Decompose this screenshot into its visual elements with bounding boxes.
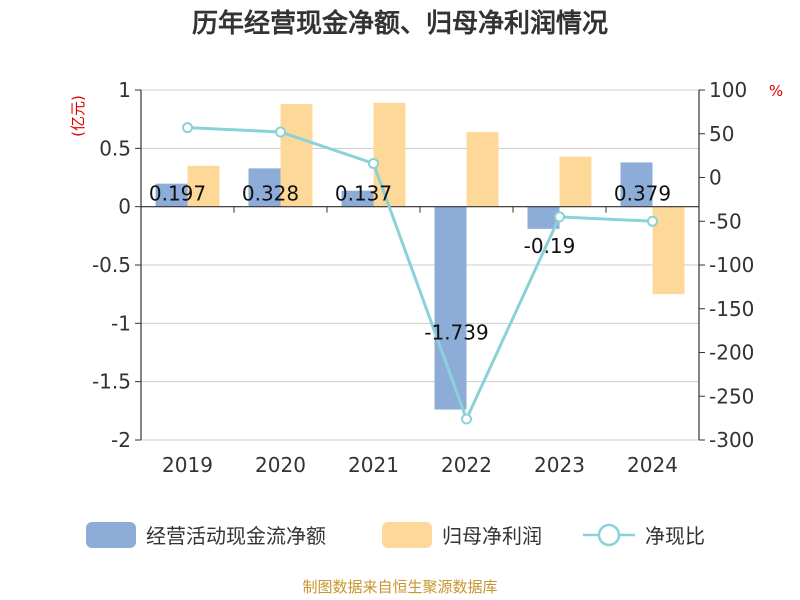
x-axis: 2019 2020 2021 2022 2023 2024 [162, 453, 678, 477]
legend-swatch-cashflow [86, 522, 136, 548]
data-label-2020: 0.328 [242, 182, 299, 206]
bar-profit-2020 [280, 104, 313, 207]
bar-profit-2023 [559, 156, 592, 207]
x-tick-label-2020: 2020 [255, 453, 306, 477]
ratio-polyline [187, 126, 653, 423]
data-label-2023: -0.19 [524, 234, 576, 258]
bar-profit-2019 [187, 165, 220, 207]
bar-cashflow-2021 [341, 190, 374, 207]
data-label-2022: -1.739 [424, 321, 488, 345]
data-label-2019: 0.197 [149, 182, 206, 206]
right-tick-label: -50 [709, 209, 742, 233]
legend-marker-ratio [597, 523, 621, 547]
legend-swatch-profit [382, 522, 432, 548]
left-axis-unit: (亿元) [69, 95, 87, 137]
x-tick-label-2022: 2022 [441, 453, 492, 477]
left-tick-label: -2 [111, 428, 131, 452]
right-tick-label: 50 [709, 122, 734, 146]
legend-label-ratio: 净现比 [645, 524, 705, 548]
legend-label-profit: 归母净利润 [442, 524, 542, 548]
left-tick-label: 0.5 [99, 136, 131, 160]
x-tick-label-2024: 2024 [627, 453, 678, 477]
right-tick-label: -300 [709, 428, 754, 452]
bar-cashflow-2019 [155, 183, 188, 207]
right-tick-label: -200 [709, 341, 754, 365]
data-label-2024: 0.379 [614, 182, 671, 206]
ratio-point-2023 [554, 211, 565, 223]
source-note: 制图数据来自恒生聚源数据库 [302, 578, 497, 596]
ratio-point-2019 [182, 122, 193, 134]
left-tick-label: -1.5 [92, 370, 131, 394]
right-tick-label: -150 [709, 297, 754, 321]
ratio-point-2024 [647, 215, 658, 227]
ratio-point-2022 [461, 413, 472, 425]
left-tick-label: -0.5 [92, 253, 131, 277]
ratio-line [182, 122, 658, 425]
data-label-2021: 0.137 [335, 182, 392, 206]
ratio-point-2021 [368, 158, 379, 169]
right-axis: 100 50 0 -50 -100 -150 -200 -250 -300 [698, 78, 754, 452]
left-tick-label: -1 [111, 311, 131, 335]
legend-label-cashflow: 经营活动现金流净额 [146, 524, 326, 548]
bar-profit-2021 [373, 102, 406, 207]
bar-cashflow-2023 [527, 206, 560, 229]
bar-profit-2022 [466, 132, 499, 207]
zero-line [140, 206, 700, 213]
x-tick-label-2021: 2021 [348, 453, 399, 477]
ratio-point-2020 [275, 126, 286, 138]
x-tick-label-2023: 2023 [534, 453, 585, 477]
bars [155, 102, 685, 410]
data-labels: 0.197 0.328 0.137 -1.739 -0.19 0.379 [149, 182, 671, 345]
right-tick-label: -100 [709, 253, 754, 277]
bar-cashflow-2024 [620, 162, 653, 207]
chart-title: 历年经营现金净额、归母净利润情况 [192, 8, 608, 39]
grid-lines [141, 89, 699, 441]
legend: 经营活动现金流净额 归母净利润 净现比 [86, 522, 705, 548]
x-tick-label-2019: 2019 [162, 453, 213, 477]
right-tick-label: -250 [709, 384, 754, 408]
right-axis-unit: % [769, 82, 783, 100]
bar-cashflow-2020 [248, 168, 281, 207]
right-tick-label: 0 [709, 166, 722, 190]
left-tick-label: 0 [118, 195, 131, 219]
left-tick-label: 1 [118, 78, 131, 102]
left-axis: 1 0.5 0 -0.5 -1 -1.5 -2 [92, 78, 142, 452]
right-tick-label: 100 [709, 78, 747, 102]
